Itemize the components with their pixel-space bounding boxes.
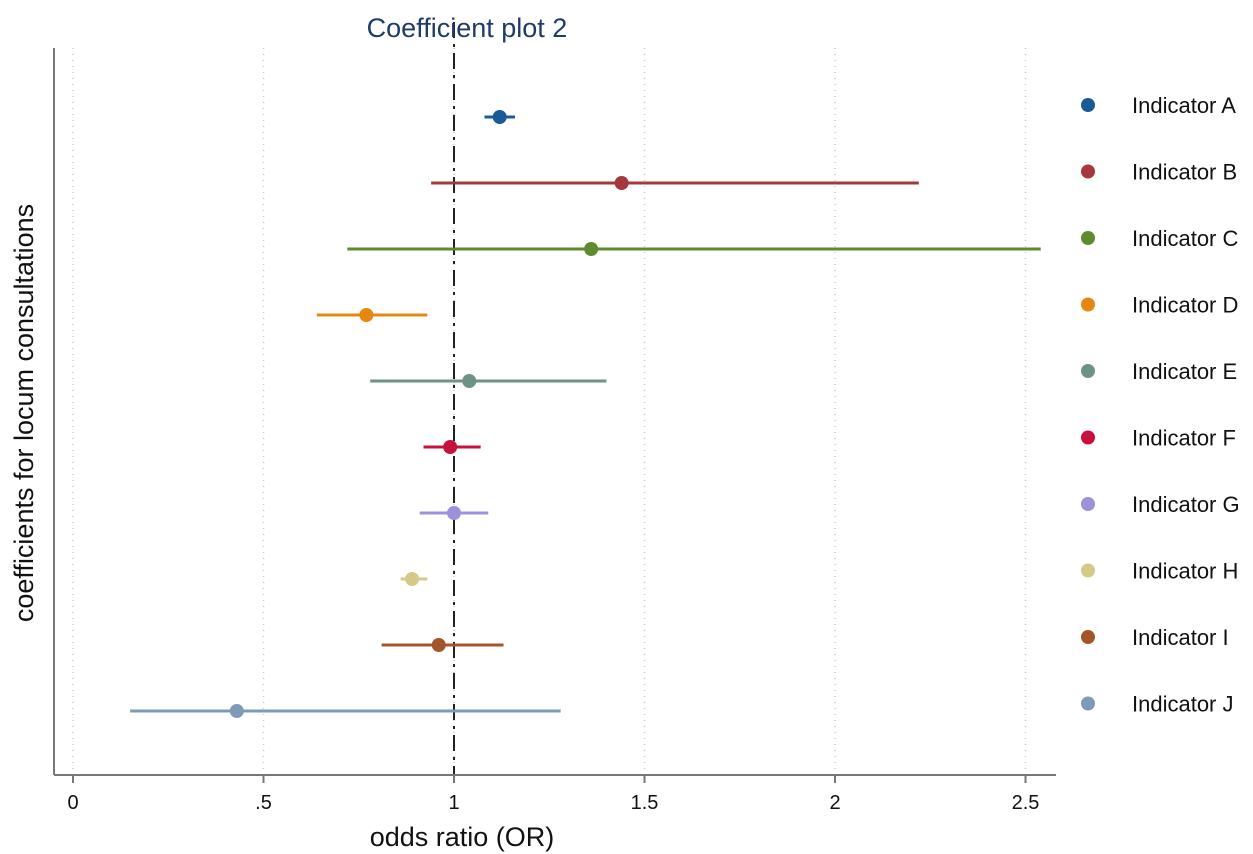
legend-marker xyxy=(1081,497,1095,511)
series-layer xyxy=(130,110,1041,718)
series-indicator-b xyxy=(431,176,919,190)
point-estimate-marker xyxy=(229,704,244,718)
legend-item: Indicator A xyxy=(1081,93,1236,118)
point-estimate-marker xyxy=(359,308,374,322)
point-estimate-marker xyxy=(584,242,599,256)
legend-item: Indicator C xyxy=(1081,226,1238,251)
legend-item: Indicator G xyxy=(1081,492,1240,517)
legend-item: Indicator F xyxy=(1081,426,1236,451)
legend-label: Indicator B xyxy=(1132,160,1237,185)
legend-label: Indicator A xyxy=(1132,93,1236,118)
series-indicator-f xyxy=(423,440,481,454)
series-indicator-i xyxy=(381,638,504,652)
point-estimate-marker xyxy=(614,176,629,190)
series-indicator-a xyxy=(484,110,515,124)
x-tick-label: 0 xyxy=(67,792,78,814)
series-indicator-d xyxy=(316,308,428,322)
x-axis-title: odds ratio (OR) xyxy=(370,822,555,852)
chart-title: Coefficient plot 2 xyxy=(367,13,568,43)
series-indicator-j xyxy=(130,704,561,718)
x-tick-label: 1.5 xyxy=(631,792,659,814)
legend-marker xyxy=(1081,98,1095,112)
legend-marker xyxy=(1081,430,1095,445)
legend: Indicator A Indicator B Indicator C Indicat… xyxy=(1081,93,1240,717)
series-indicator-g xyxy=(419,506,489,520)
legend-marker xyxy=(1081,297,1095,312)
legend-item: Indicator J xyxy=(1081,692,1234,717)
x-tick-label: 1 xyxy=(448,792,459,814)
legend-label: Indicator E xyxy=(1132,359,1237,384)
point-estimate-marker xyxy=(405,572,420,586)
y-axis-title: coefficients for locum consultations xyxy=(9,204,39,622)
x-tick-label: 2.5 xyxy=(1012,792,1040,814)
point-estimate-marker xyxy=(443,440,458,454)
legend-item: Indicator E xyxy=(1081,359,1237,384)
x-tick-label: 2 xyxy=(829,792,840,814)
series-indicator-h xyxy=(400,572,428,586)
legend-item: Indicator I xyxy=(1081,625,1229,650)
legend-marker xyxy=(1081,563,1095,578)
legend-item: Indicator B xyxy=(1081,160,1237,185)
legend-marker xyxy=(1081,364,1095,378)
point-estimate-marker xyxy=(462,374,477,388)
series-indicator-e xyxy=(370,374,607,388)
x-ticks: 0 .5 1 1.5 2 2.5 xyxy=(67,775,1039,814)
legend-label: Indicator C xyxy=(1132,226,1238,251)
legend-label: Indicator H xyxy=(1132,559,1238,584)
grid-layer xyxy=(72,48,1027,775)
legend-marker xyxy=(1081,231,1095,245)
series-indicator-c xyxy=(347,242,1041,256)
point-estimate-marker xyxy=(447,506,461,520)
legend-label: Indicator F xyxy=(1132,426,1236,451)
legend-marker xyxy=(1081,630,1095,644)
legend-label: Indicator I xyxy=(1132,625,1229,650)
point-estimate-marker xyxy=(431,638,446,652)
point-estimate-marker xyxy=(492,110,507,124)
x-tick-label: .5 xyxy=(255,792,272,814)
legend-item: Indicator H xyxy=(1081,559,1238,584)
legend-label: Indicator G xyxy=(1132,492,1240,517)
legend-item: Indicator D xyxy=(1081,293,1238,318)
legend-marker xyxy=(1081,696,1095,711)
legend-label: Indicator D xyxy=(1132,293,1238,318)
legend-label: Indicator J xyxy=(1132,692,1234,717)
legend-marker xyxy=(1081,164,1095,179)
